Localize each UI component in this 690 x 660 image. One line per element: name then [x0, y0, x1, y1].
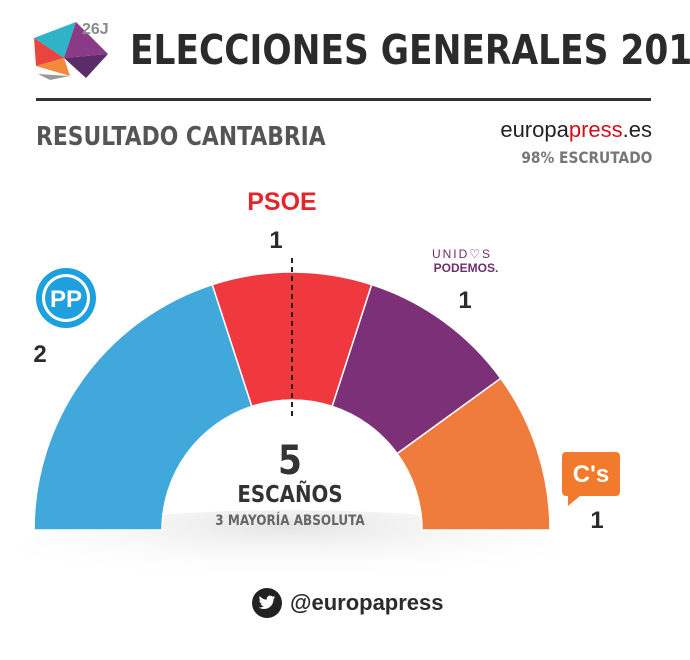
- logo-badge: 26J: [82, 21, 109, 38]
- twitter-footer[interactable]: @europapress: [252, 588, 444, 618]
- brand-part2: press: [568, 117, 623, 142]
- pp-logo: PP: [36, 268, 96, 328]
- seat-arc-pp: [33, 283, 253, 531]
- podemos-seats: 1: [458, 287, 471, 314]
- pp-seats: 2: [33, 341, 46, 368]
- psoe-seats: 1: [269, 227, 282, 254]
- page-title: ELECCIONES GENERALES 2016: [130, 26, 690, 74]
- elections-logo: 26J: [34, 21, 109, 80]
- brand-link[interactable]: europapress.es: [500, 117, 652, 143]
- pp-logo-text: PP: [50, 286, 82, 313]
- brand-part3: .es: [622, 117, 652, 142]
- twitter-icon: [252, 588, 282, 618]
- total-seats: 5: [278, 436, 302, 483]
- cs-seats: 1: [590, 507, 603, 534]
- scrutiny-status: 98% ESCRUTADO: [521, 148, 652, 167]
- seat-arc-cs: [396, 377, 551, 531]
- svg-text:PODEMOS.: PODEMOS.: [434, 261, 499, 275]
- cs-logo: C's: [562, 452, 620, 506]
- region-subtitle: RESULTADO CANTABRIA: [36, 122, 326, 152]
- seats-label: ESCAÑOS: [237, 481, 342, 509]
- title-divider: [36, 98, 651, 101]
- psoe-logo: PSOE: [247, 188, 316, 216]
- svg-text:UNID♡S: UNID♡S: [432, 247, 492, 261]
- brand-part1: europa: [500, 117, 569, 142]
- cs-logo-text: C's: [573, 461, 609, 488]
- podemos-logo: UNID♡S PODEMOS.: [432, 247, 498, 275]
- twitter-handle: @europapress: [290, 590, 444, 615]
- majority-label: 3 MAYORÍA ABSOLUTA: [215, 512, 365, 529]
